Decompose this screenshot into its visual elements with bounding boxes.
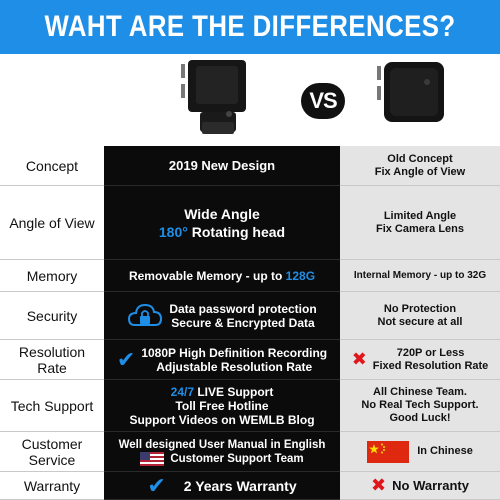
new-service-line-2: Customer Support Team <box>140 451 304 466</box>
old-concept-line-1: Old Concept <box>387 152 453 165</box>
new-cell-angle: Wide Angle 180° Rotating head <box>104 186 340 260</box>
row-customer-service: Customer Service Well designed User Manu… <box>0 432 500 472</box>
vs-badge: VS <box>301 83 345 119</box>
cross-icon: ✖ <box>351 349 367 369</box>
row-security: Security Data password protection Secure… <box>0 292 500 340</box>
new-security-line-1: Data password protection <box>169 301 317 316</box>
old-cell-warranty: ✖ No Warranty <box>340 472 500 500</box>
new-cell-concept: 2019 New Design <box>104 146 340 186</box>
memory-128g-highlight: 128G <box>285 268 316 283</box>
service-label-line-2: Service <box>28 451 76 468</box>
old-resolution-line-2: Fixed Resolution Rate <box>372 359 489 372</box>
support-live-text: LIVE Support <box>194 384 274 399</box>
product-images <box>181 60 444 134</box>
new-resolution-line-2: Adjustable Resolution Rate <box>156 359 313 374</box>
product-hero: VS <box>0 54 500 146</box>
old-cell-concept: Old Concept Fix Angle of View <box>340 146 500 186</box>
cloud-lock-icon <box>128 303 163 326</box>
row-concept: Concept 2019 New Design Old Concept Fix … <box>0 146 500 186</box>
row-tech-support: Tech Support 24/7 LIVE Support Toll Free… <box>0 380 500 432</box>
new-cell-memory: Removable Memory - up to 128G <box>104 260 340 292</box>
old-cell-security: No Protection Not secure at all <box>340 292 500 340</box>
new-support-line-1: 24/7 LIVE Support <box>171 385 274 399</box>
new-support-line-2: Toll Free Hotline <box>175 398 269 413</box>
check-icon: ✔ <box>116 346 136 372</box>
vs-label: VS <box>309 88 337 113</box>
resolution-label-line-2: Rate <box>37 359 67 376</box>
old-cell-support: All Chinese Team. No Real Tech Support. … <box>340 380 500 432</box>
row-label-angle: Angle of View <box>0 186 104 260</box>
angle-rotating-text: Rotating head <box>191 223 286 240</box>
new-angle-line-2: 180° Rotating head <box>159 223 285 241</box>
new-cell-support: 24/7 LIVE Support Toll Free Hotline Supp… <box>104 380 340 432</box>
new-service-line-1: Well designed User Manual in English <box>118 438 326 451</box>
old-resolution-line-1: 720P or Less <box>396 346 465 359</box>
new-camera-charger-image <box>181 60 246 134</box>
row-label-memory: Memory <box>0 260 104 292</box>
old-concept-line-2: Fix Angle of View <box>374 165 466 178</box>
old-support-line-1: All Chinese Team. <box>373 386 467 398</box>
old-cell-angle: Limited Angle Fix Camera Lens <box>340 186 500 260</box>
check-icon: ✔ <box>147 472 166 498</box>
new-cell-service: Well designed User Manual in English Cus… <box>104 432 340 472</box>
new-angle-line-1: Wide Angle <box>184 205 260 222</box>
row-label-security: Security <box>0 292 104 340</box>
angle-degree-highlight: 180° <box>158 223 188 240</box>
old-cell-service: In Chinese <box>340 432 500 472</box>
china-flag-icon <box>367 440 410 463</box>
new-warranty-text: 2 Years Warranty <box>183 477 297 494</box>
old-angle-line-2: Fix Camera Lens <box>375 222 465 235</box>
old-support-line-3: Good Luck! <box>389 412 451 424</box>
comparison-table: Concept 2019 New Design Old Concept Fix … <box>0 146 500 500</box>
new-service-team-text: Customer Support Team <box>170 452 304 465</box>
new-support-line-3: Support Videos on WEMLB Blog <box>129 412 315 427</box>
row-label-service: Customer Service <box>0 432 104 472</box>
us-flag-icon <box>140 451 165 466</box>
old-security-line-2: Not secure at all <box>377 315 463 328</box>
service-label-line-1: Customer <box>21 435 83 452</box>
old-camera-charger-image <box>377 62 444 122</box>
new-memory-text: Removable Memory - up to <box>128 268 286 283</box>
old-support-line-2: No Real Tech Support. <box>361 399 479 411</box>
new-cell-warranty: ✔ 2 Years Warranty <box>104 472 340 500</box>
row-label-warranty: Warranty <box>0 472 104 500</box>
row-memory: Memory Removable Memory - up to 128G Int… <box>0 260 500 292</box>
row-label-resolution: Resolution Rate <box>0 340 104 380</box>
row-label-support: Tech Support <box>0 380 104 432</box>
new-resolution-line-1: 1080P High Definition Recording <box>141 345 328 360</box>
resolution-label-line-1: Resolution <box>18 343 86 360</box>
old-service-text: In Chinese <box>417 445 473 457</box>
new-security-line-2: Secure & Encrypted Data <box>171 315 315 330</box>
old-cell-resolution: ✖ 720P or Less Fixed Resolution Rate <box>340 340 500 380</box>
title-banner: WAHT ARE THE DIFFERENCES? <box>0 0 500 54</box>
support-247-highlight: 24/7 <box>170 384 194 399</box>
old-cell-memory: Internal Memory - up to 32G <box>340 260 500 292</box>
row-warranty: Warranty ✔ 2 Years Warranty ✖ No Warrant… <box>0 472 500 500</box>
old-angle-line-1: Limited Angle <box>383 209 457 222</box>
old-warranty-text: No Warranty <box>392 478 469 493</box>
new-cell-security: Data password protection Secure & Encryp… <box>104 292 340 340</box>
page-title: WAHT ARE THE DIFFERENCES? <box>44 10 456 43</box>
row-resolution-rate: Resolution Rate ✔ 1080P High Definition … <box>0 340 500 380</box>
row-angle-of-view: Angle of View Wide Angle 180° Rotating h… <box>0 186 500 260</box>
new-cell-resolution: ✔ 1080P High Definition Recording Adjust… <box>104 340 340 380</box>
cross-icon: ✖ <box>371 475 387 495</box>
old-security-line-1: No Protection <box>383 302 457 315</box>
row-label-concept: Concept <box>0 146 104 186</box>
